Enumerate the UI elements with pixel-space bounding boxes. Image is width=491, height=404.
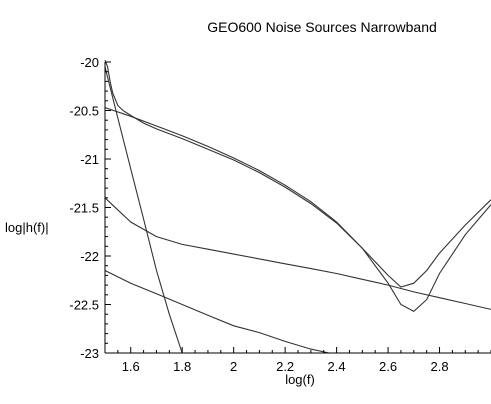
- y-tick-label: -20: [80, 55, 99, 70]
- series-line-3: [104, 59, 491, 288]
- x-tick-label: 1.6: [122, 359, 140, 374]
- x-axis-label: log(f): [285, 372, 315, 387]
- y-axis-label: log|h(f)|: [5, 220, 49, 235]
- series-line-1: [104, 66, 183, 354]
- x-tick-label: 2.6: [379, 359, 397, 374]
- ticks: [104, 61, 491, 354]
- x-tick-label: 2.2: [276, 359, 294, 374]
- x-tick-label: 2.8: [430, 359, 448, 374]
- y-tick-label: -23: [80, 346, 99, 361]
- series-line-2: [104, 107, 491, 312]
- plot-lines: [104, 59, 491, 354]
- tick-labels: 1.6 1.8 2 2.2 2.4 2.6 2.8 -20 -20.5 -21 -21.5 -22 -2…: [69, 55, 448, 374]
- series-line-5: [104, 270, 330, 354]
- y-tick-label: -21.5: [69, 201, 99, 216]
- y-tick-label: -21: [80, 152, 99, 167]
- y-tick-label: -20.5: [69, 104, 99, 119]
- y-tick-label: -22.5: [69, 298, 99, 313]
- series-line-4: [104, 197, 491, 310]
- x-tick-label: 1.8: [173, 359, 191, 374]
- y-tick-label: -22: [80, 249, 99, 264]
- chart-title: GEO600 Noise Sources Narrowband: [207, 19, 437, 35]
- axes: [104, 62, 491, 354]
- x-tick-label: 2.4: [328, 359, 346, 374]
- x-tick-label: 2: [230, 359, 237, 374]
